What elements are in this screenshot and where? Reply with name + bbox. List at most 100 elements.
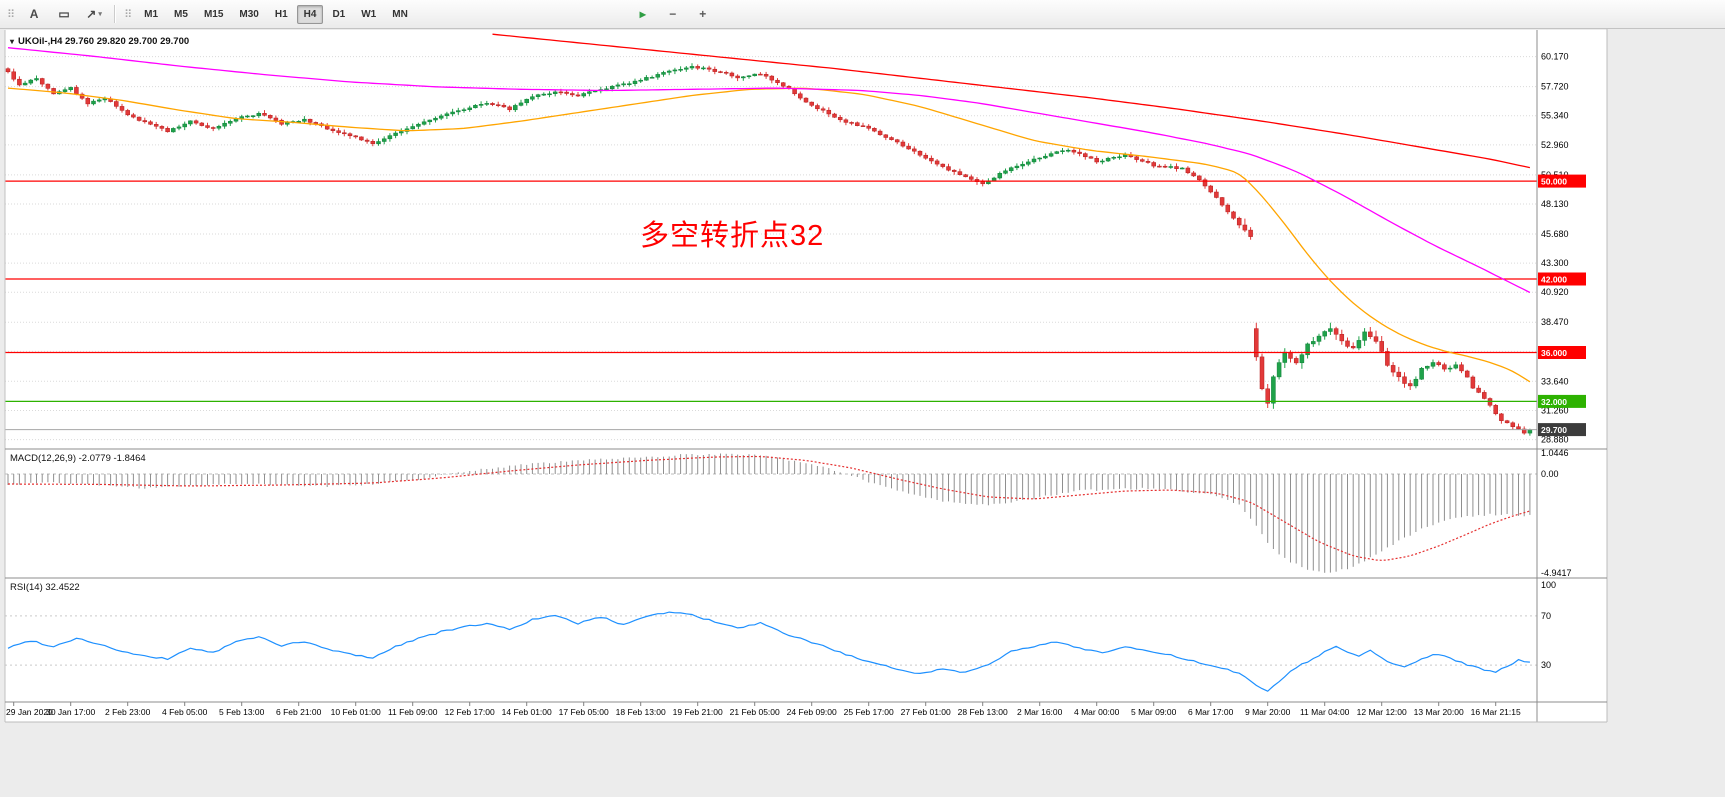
candle <box>849 122 854 124</box>
time-axis-label: 27 Feb 01:00 <box>901 707 951 717</box>
candle <box>136 116 142 121</box>
candle <box>535 94 541 97</box>
candle <box>843 119 849 123</box>
timeframe-button-m30[interactable]: M30 <box>239 8 259 20</box>
candle <box>125 110 130 116</box>
arrows-tool-icon[interactable]: ↗ ▾ <box>86 7 102 21</box>
candle <box>1071 149 1077 153</box>
time-axis-label: 29 Jan 2020 <box>6 707 53 717</box>
candle <box>689 66 695 69</box>
candle <box>1476 387 1481 393</box>
candle <box>1168 166 1174 168</box>
text-tool-icon[interactable]: A <box>29 7 39 21</box>
toolbar-spacer <box>417 14 627 15</box>
candle <box>359 136 364 141</box>
timeframe-button-d1[interactable]: D1 <box>332 8 346 20</box>
candle <box>997 173 1003 179</box>
candle <box>1060 150 1065 152</box>
rsi-indicator-label: RSI(14) 32.4522 <box>10 582 80 593</box>
one-click-trading-arrow[interactable]: ▾ <box>10 37 15 46</box>
candle <box>900 141 906 147</box>
time-axis-label: 6 Mar 17:00 <box>1188 707 1234 717</box>
candle <box>205 125 210 128</box>
candle <box>1322 331 1327 337</box>
timeframe-button-m1[interactable]: M1 <box>144 8 159 20</box>
candle <box>153 124 159 127</box>
text-label-tool-icon[interactable]: ▭ <box>58 7 70 21</box>
candle <box>410 126 415 130</box>
price-tag-42.000: 42.000 <box>1538 272 1586 286</box>
candle <box>68 87 73 90</box>
candle <box>461 109 467 111</box>
macd-axis[interactable]: 1.0446 0.00 -4.9417 <box>1541 448 1572 578</box>
time-axis-label: 2 Feb 23:00 <box>105 707 151 717</box>
candle <box>684 67 689 70</box>
candle <box>1459 364 1464 372</box>
toolbar-grip[interactable]: ⠿ <box>124 8 133 21</box>
candle <box>370 141 376 144</box>
candle <box>575 94 581 97</box>
candle <box>1083 153 1088 158</box>
candle <box>1425 365 1430 369</box>
price-gridlines <box>5 56 1537 441</box>
chart-annotation-text[interactable]: 多空转折点32 <box>640 220 825 252</box>
candle <box>79 93 85 99</box>
rsi-pane[interactable] <box>5 579 1537 702</box>
timeframe-button-h4[interactable]: H4 <box>296 4 324 24</box>
symbol-ohlc-text: UKOil-,H4 29.760 29.820 29.700 29.700 <box>18 36 190 47</box>
candle <box>723 72 729 74</box>
timeframe-button-mn[interactable]: MN <box>392 8 408 20</box>
candle <box>1464 370 1470 378</box>
candle <box>729 72 735 77</box>
candle <box>638 79 643 82</box>
candle <box>587 91 592 94</box>
candle <box>1157 165 1162 168</box>
candle <box>165 128 170 133</box>
candle <box>456 110 461 113</box>
candle <box>957 171 963 175</box>
time-axis-label: 25 Feb 17:00 <box>844 707 894 717</box>
timeframe-button-m15[interactable]: M15 <box>203 8 224 20</box>
timeframe-button-m5[interactable]: M5 <box>174 8 188 20</box>
candle <box>678 69 683 71</box>
time-axis-label: 18 Feb 13:00 <box>616 707 666 717</box>
toolbar-separator <box>114 5 116 23</box>
svg-text:36.000: 36.000 <box>1541 348 1567 358</box>
zoom-out-icon[interactable]: − <box>669 7 677 21</box>
toolbar-grip[interactable]: ⠿ <box>7 8 16 21</box>
candle <box>1065 149 1071 152</box>
candle <box>1470 376 1476 389</box>
price-axis-label: 57.720 <box>1541 82 1569 92</box>
candle <box>604 88 609 91</box>
timeframe-button-w1[interactable]: W1 <box>361 8 377 20</box>
macd-pane[interactable] <box>5 450 1537 578</box>
candle <box>1219 197 1225 206</box>
candle <box>148 121 153 125</box>
candle <box>28 79 34 84</box>
candle <box>250 115 256 117</box>
svg-text:42.000: 42.000 <box>1541 275 1567 285</box>
rsi-axis[interactable]: 100 70 30 <box>1541 580 1556 670</box>
toolbar: ⠿ A ▭ ↗ ▾ ⠿ M1 M5 M15 M30 H1 H4 D1 W1 MN ▸ − + <box>0 0 1725 29</box>
candle <box>735 75 740 79</box>
candle <box>581 93 586 97</box>
zoom-in-icon[interactable]: + <box>699 7 707 21</box>
candle <box>193 120 199 124</box>
candle <box>376 141 381 145</box>
candle <box>1499 413 1504 421</box>
candle <box>826 109 832 115</box>
candle <box>769 75 775 81</box>
macd-histogram <box>7 453 1531 573</box>
candle <box>399 131 404 134</box>
timeframe-button-h1[interactable]: H1 <box>274 8 288 20</box>
candle <box>1407 383 1413 387</box>
candle <box>1510 422 1516 427</box>
candle <box>906 145 911 150</box>
candle <box>393 132 398 136</box>
auto-scroll-icon[interactable]: ▸ <box>639 7 646 21</box>
candle <box>467 107 472 110</box>
candle <box>1293 358 1299 364</box>
